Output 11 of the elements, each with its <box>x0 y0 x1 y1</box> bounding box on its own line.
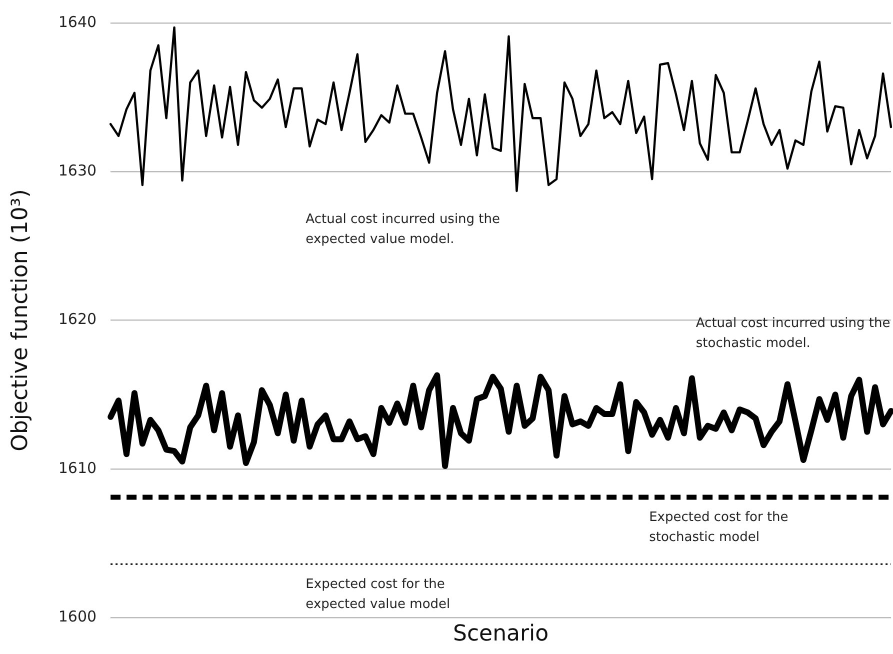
ref-line-label: Expected cost for the stochastic model <box>649 510 788 546</box>
y-tick-label: 1600 <box>58 607 97 626</box>
y-tick-label: 1620 <box>58 310 97 328</box>
x-axis-title: Scenario <box>452 622 549 647</box>
y-tick-label: 1610 <box>58 458 97 477</box>
y-axis-title: Objective function (10³) <box>8 189 33 452</box>
text: Actual cost incurred using the stochastic model. <box>696 316 890 352</box>
ref-line-label: Expected cost for the expected value model <box>306 576 450 612</box>
text: Actual cost incurred using the expected value model. <box>306 212 500 247</box>
y-tick-label: 1640 <box>58 12 97 31</box>
y-tick-label: 1630 <box>58 162 97 180</box>
